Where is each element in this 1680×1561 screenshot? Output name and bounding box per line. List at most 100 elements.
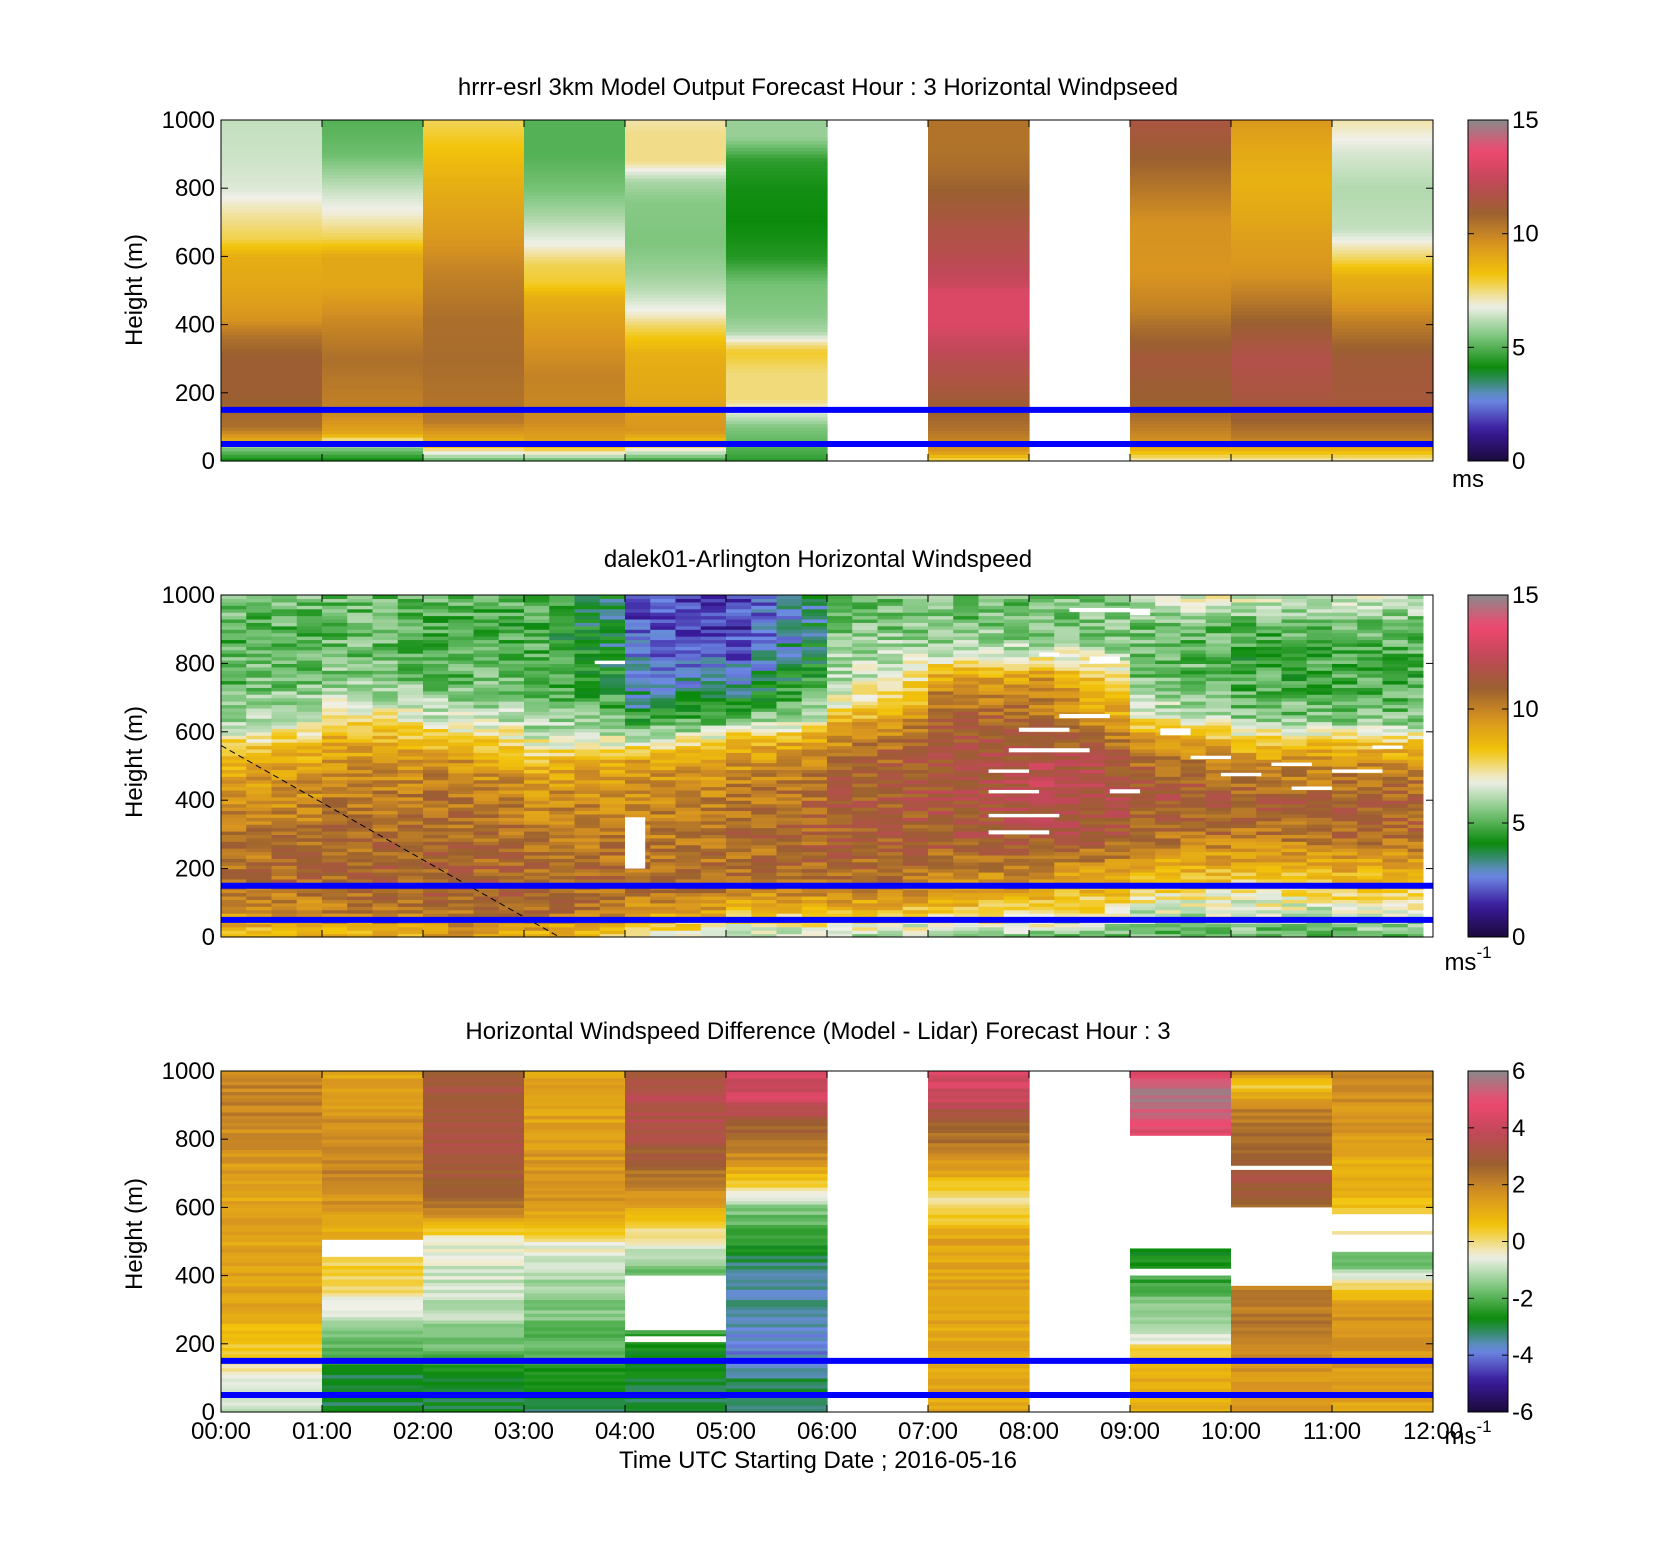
heatmap-cell (625, 379, 727, 384)
heatmap-cell (625, 212, 727, 217)
heatmap-cell (801, 872, 828, 877)
heatmap-cell (372, 694, 399, 699)
heatmap-cell (1231, 385, 1333, 390)
heatmap-cell (296, 677, 323, 682)
heatmap-cell (549, 813, 576, 818)
heatmap-cell (700, 636, 727, 641)
heatmap-cell (650, 636, 677, 641)
heatmap-cell (1104, 612, 1131, 617)
heatmap-cell (524, 615, 550, 620)
heatmap-cell (322, 721, 348, 726)
heatmap-cell (801, 837, 828, 842)
heatmap-cell (448, 851, 475, 856)
heatmap-cell (953, 666, 980, 671)
heatmap-cell (1029, 663, 1055, 668)
heatmap-cell (953, 656, 980, 661)
y-tick-label: 800 (175, 175, 215, 202)
heatmap-cell (498, 653, 525, 658)
heatmap-cell (801, 892, 828, 897)
heatmap-cell (928, 817, 954, 822)
heatmap-cell (574, 694, 601, 699)
heatmap-cell (801, 622, 828, 627)
heatmap-cell (549, 642, 576, 647)
heatmap-cell (296, 827, 323, 832)
heatmap-cell (1130, 205, 1232, 210)
heatmap-cell (423, 164, 525, 169)
heatmap-cell (347, 834, 374, 839)
heatmap-cell (928, 762, 954, 767)
heatmap-cell (928, 930, 954, 935)
heatmap-cell (221, 868, 247, 873)
heatmap-cell (1130, 355, 1232, 360)
heatmap-cell (776, 632, 803, 637)
heatmap-cell (625, 457, 727, 462)
heatmap-cell (1155, 824, 1182, 829)
heatmap-cell (801, 875, 828, 880)
heatmap-cell (423, 673, 449, 678)
heatmap-cell (1130, 718, 1156, 723)
heatmap-cell (246, 673, 273, 678)
heatmap-cell (397, 742, 424, 747)
heatmap-cell (1079, 742, 1106, 747)
heatmap-cell (271, 721, 298, 726)
heatmap-cell (246, 755, 273, 760)
heatmap-cell (423, 872, 449, 877)
heatmap-cell (928, 215, 1030, 220)
heatmap-cell (524, 351, 626, 356)
heatmap-cell (322, 923, 348, 928)
heatmap-cell (1155, 841, 1182, 846)
heatmap-cell (322, 120, 424, 125)
heatmap-cell (953, 933, 980, 938)
heatmap-cell (801, 755, 828, 760)
heatmap-cell (625, 229, 727, 234)
heatmap-cell (827, 875, 853, 880)
heatmap-cell (726, 171, 828, 176)
heatmap-cell (675, 889, 702, 894)
heatmap-cell (221, 164, 323, 169)
heatmap-cell (928, 420, 1030, 425)
heatmap-cell (397, 755, 424, 760)
heatmap-cell (928, 307, 1030, 312)
heatmap-cell (1130, 724, 1156, 729)
heatmap-cell (448, 872, 475, 877)
heatmap-cell (322, 328, 424, 333)
heatmap-cell (625, 895, 651, 900)
heatmap-cell (650, 683, 677, 688)
heatmap-cell (221, 687, 247, 692)
heatmap-cell (877, 813, 904, 818)
heatmap-cell (423, 382, 525, 387)
heatmap-cell (625, 659, 651, 664)
heatmap-cell (877, 854, 904, 859)
heatmap-cell (751, 649, 778, 654)
heatmap-cell (1130, 191, 1232, 196)
heatmap-cell (296, 848, 323, 853)
heatmap-cell (801, 820, 828, 825)
heatmap-cell (953, 694, 980, 699)
heatmap-cell (852, 820, 879, 825)
heatmap-cell (776, 844, 803, 849)
heatmap-cell (801, 906, 828, 911)
heatmap-cell (877, 830, 904, 835)
heatmap-cell (322, 307, 424, 312)
heatmap-cell (322, 820, 348, 825)
heatmap-cell (372, 865, 399, 870)
heatmap-cell (423, 923, 449, 928)
heatmap-cell (978, 659, 1005, 664)
heatmap-cell (296, 663, 323, 668)
heatmap-cell (625, 899, 651, 904)
heatmap-cell (296, 687, 323, 692)
heatmap-cell (1104, 848, 1131, 853)
heatmap-cell (726, 673, 752, 678)
heatmap-cell (1104, 841, 1131, 846)
heatmap-cell (498, 663, 525, 668)
heatmap-cell (221, 913, 247, 918)
heatmap-cell (221, 385, 323, 390)
heatmap-cell (423, 389, 525, 394)
heatmap-cell (625, 875, 651, 880)
heatmap-cell (928, 310, 1030, 315)
y-axis-label: Height (m) (121, 706, 148, 818)
heatmap-cell (827, 646, 853, 651)
heatmap-cell (751, 854, 778, 859)
heatmap-cell (978, 875, 1005, 880)
heatmap-cell (498, 820, 525, 825)
